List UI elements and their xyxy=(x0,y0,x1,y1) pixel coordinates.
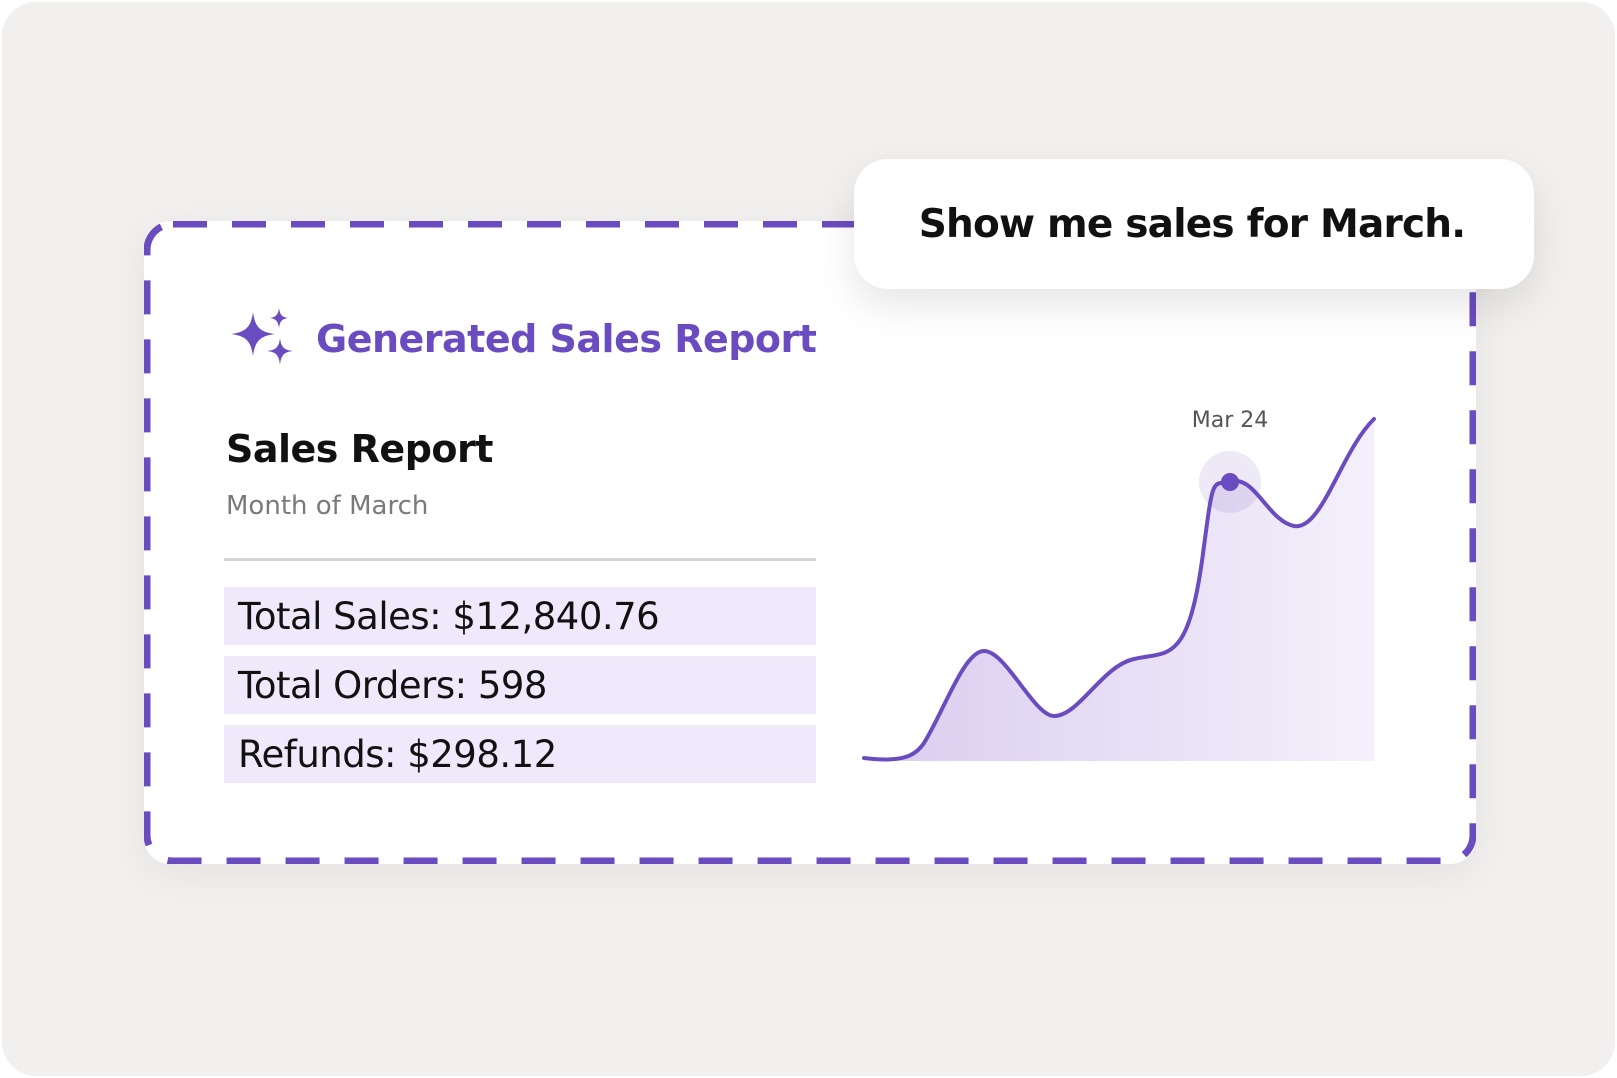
generated-report-title: Generated Sales Report xyxy=(316,317,817,361)
report-header: Generated Sales Report xyxy=(230,308,817,370)
sales-trend-chart: Mar 24 xyxy=(862,408,1376,762)
divider xyxy=(224,558,816,561)
prompt-text: Show me sales for March. xyxy=(918,201,1466,247)
metric-total-orders: Total Orders: 598 xyxy=(224,656,816,714)
prompt-bubble: Show me sales for March. xyxy=(854,159,1534,289)
metric-refunds: Refunds: $298.12 xyxy=(224,725,816,783)
sales-report-card: Generated Sales Report Sales Report Mont… xyxy=(144,221,1476,864)
metric-total-sales: Total Sales: $12,840.76 xyxy=(224,587,816,645)
report-subtitle: Month of March xyxy=(226,491,429,521)
chart-highlight-label: Mar 24 xyxy=(1192,408,1269,433)
chart-highlight-point xyxy=(1221,473,1239,491)
report-title: Sales Report xyxy=(226,427,493,471)
sparkle-icon xyxy=(230,308,296,370)
